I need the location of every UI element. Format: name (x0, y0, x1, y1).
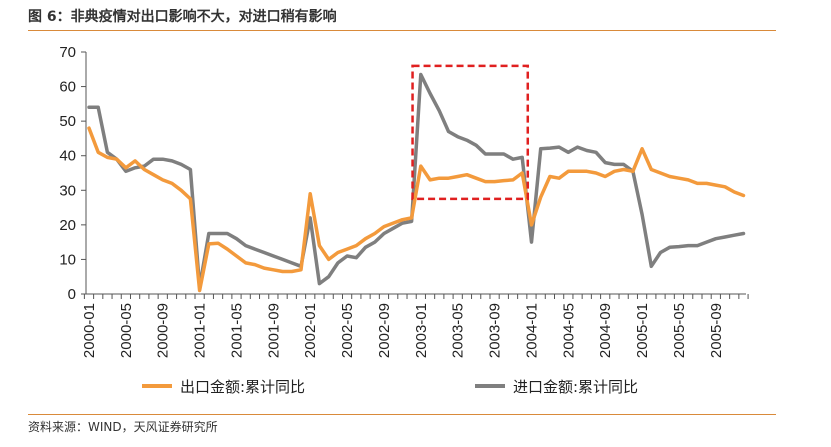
y-tick-label: 20 (59, 217, 76, 234)
top-rule (28, 30, 776, 31)
source-note: 资料来源：WIND，天风证券研究所 (28, 420, 218, 434)
x-tick-label: 2004-05 (560, 303, 577, 358)
chart-axes: 0 10 20 30 40 50 60 70 2000-01 2000-05 2000-09 2001… (59, 44, 749, 358)
legend-label: 进口金额:累计同比 (513, 378, 638, 396)
bottom-rule (28, 414, 776, 415)
figure-title: 图 6：非典疫情对出口影响不大，对进口稍有影响 (28, 9, 337, 25)
line-chart: 0 10 20 30 40 50 60 70 2000-01 2000-05 2000-09 2001… (59, 44, 749, 396)
x-tick-label: 2003-09 (487, 303, 504, 358)
y-tick-label: 50 (59, 113, 76, 130)
legend: 出口金额:累计同比 进口金额:累计同比 (142, 378, 638, 396)
y-tick-label: 40 (59, 148, 76, 165)
x-tick-label: 2001-05 (228, 303, 245, 358)
x-tick-label: 2002-05 (339, 303, 356, 358)
highlight-layer (411, 64, 530, 201)
x-tick-label: 2003-01 (413, 303, 430, 358)
y-tick-label: 30 (59, 182, 76, 199)
x-tick-label: 2004-01 (523, 303, 540, 358)
series-line-import (87, 72, 746, 289)
y-tick-label: 60 (59, 79, 76, 96)
highlight-box (411, 64, 530, 201)
x-tick-label: 2004-09 (597, 303, 614, 358)
legend-item-export: 出口金额:累计同比 (142, 378, 305, 396)
series-layer (87, 72, 746, 293)
x-tick-label: 2002-09 (376, 303, 393, 358)
x-tick-label: 2005-01 (634, 303, 651, 358)
x-tick-label: 2001-09 (265, 303, 282, 358)
x-tick-label: 2003-05 (450, 303, 467, 358)
x-tick-label: 2000-05 (118, 303, 135, 358)
y-tick-label: 0 (68, 286, 76, 303)
x-tick-label: 2005-05 (671, 303, 688, 358)
series-line-export (87, 126, 746, 293)
x-tick-label: 2002-01 (302, 303, 319, 358)
y-tick-label: 10 (59, 251, 76, 268)
y-tick-label: 70 (59, 44, 76, 61)
x-tick-label: 2005-09 (708, 303, 725, 358)
legend-item-import: 进口金额:累计同比 (475, 378, 638, 396)
x-tick-label: 2000-09 (155, 303, 172, 358)
x-tick-label: 2001-01 (192, 303, 209, 358)
legend-label: 出口金额:累计同比 (180, 378, 305, 396)
x-tick-label: 2000-01 (81, 303, 98, 358)
